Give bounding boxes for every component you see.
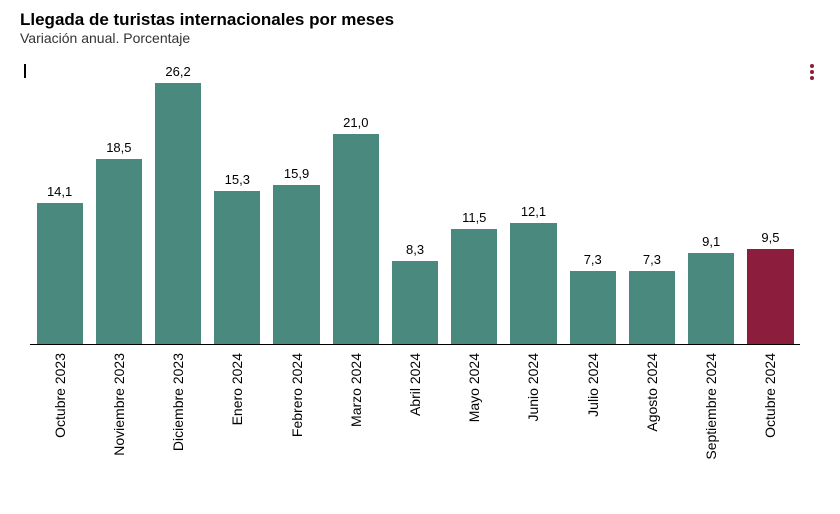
menu-dot-icon [810, 76, 814, 80]
bar-rect [629, 271, 675, 344]
bar-value-label: 26,2 [165, 64, 190, 79]
x-axis-labels: Octubre 2023 Noviembre 2023 Diciembre 2023… [30, 345, 800, 475]
x-axis-label: Enero 2024 [208, 345, 267, 475]
bar: 7,3 [622, 64, 681, 344]
bar-rect [214, 191, 260, 344]
x-axis-label: Mayo 2024 [445, 345, 504, 475]
x-axis-label-text: Diciembre 2023 [170, 353, 186, 451]
x-axis-label: Julio 2024 [563, 345, 622, 475]
x-axis-label-text: Agosto 2024 [644, 353, 660, 432]
bar-rect [688, 253, 734, 344]
bar-rect [451, 229, 497, 344]
x-axis-label-text: Mayo 2024 [466, 353, 482, 422]
bar: 7,3 [563, 64, 622, 344]
x-axis-label-text: Octubre 2024 [762, 353, 778, 438]
bar: 9,1 [682, 64, 741, 344]
bar: 18,5 [89, 64, 148, 344]
menu-dot-icon [810, 70, 814, 74]
x-axis-label: Abril 2024 [385, 345, 444, 475]
bar-value-label: 14,1 [47, 184, 72, 199]
bar-value-label: 7,3 [643, 252, 661, 267]
bar: 15,3 [208, 64, 267, 344]
chart-title: Llegada de turistas internacionales por … [20, 10, 840, 30]
bar-value-label: 9,1 [702, 234, 720, 249]
x-axis-label-text: Marzo 2024 [348, 353, 364, 427]
bar: 26,2 [148, 64, 207, 344]
bar-value-label: 18,5 [106, 140, 131, 155]
x-axis-label-text: Junio 2024 [525, 353, 541, 422]
x-axis-label: Junio 2024 [504, 345, 563, 475]
x-axis-label-text: Octubre 2023 [52, 353, 68, 438]
bar-value-label: 21,0 [343, 115, 368, 130]
bar-value-label: 15,9 [284, 166, 309, 181]
chart-menu-button[interactable] [804, 64, 820, 80]
bar: 11,5 [445, 64, 504, 344]
chart-plot: 14,1 18,5 26,2 15,3 15,9 21,0 8,3 11,5 12,1 7,3 7,… [30, 64, 800, 344]
bar-value-label: 8,3 [406, 242, 424, 257]
x-axis-label-text: Febrero 2024 [289, 353, 305, 437]
x-axis-label: Agosto 2024 [622, 345, 681, 475]
bar-rect [155, 83, 201, 344]
bar-value-label: 7,3 [584, 252, 602, 267]
x-axis-label: Marzo 2024 [326, 345, 385, 475]
chart-area: 14,1 18,5 26,2 15,3 15,9 21,0 8,3 11,5 12,1 7,3 7,… [20, 64, 820, 475]
x-axis-label-text: Abril 2024 [407, 353, 423, 416]
bar-rect [333, 134, 379, 344]
bar: 21,0 [326, 64, 385, 344]
bar-value-label: 11,5 [462, 210, 486, 225]
bar-value-label: 9,5 [761, 230, 779, 245]
x-axis-label-text: Julio 2024 [585, 353, 601, 417]
chart-header: Llegada de turistas internacionales por … [0, 0, 840, 46]
bar: 15,9 [267, 64, 326, 344]
bar-rect [570, 271, 616, 344]
x-axis-label: Diciembre 2023 [148, 345, 207, 475]
x-axis-label: Noviembre 2023 [89, 345, 148, 475]
bar: 9,5 [741, 64, 800, 344]
x-axis-label-text: Noviembre 2023 [111, 353, 127, 456]
bar-value-label: 15,3 [225, 172, 250, 187]
x-axis-label-text: Septiembre 2024 [703, 353, 719, 460]
bar: 14,1 [30, 64, 89, 344]
x-axis-label: Octubre 2024 [741, 345, 800, 475]
bar-value-label: 12,1 [521, 204, 546, 219]
chart-subtitle: Variación anual. Porcentaje [20, 30, 840, 46]
x-axis-label: Febrero 2024 [267, 345, 326, 475]
y-axis-tick [24, 64, 26, 78]
bar-rect [96, 159, 142, 344]
x-axis-label: Septiembre 2024 [682, 345, 741, 475]
bar-rect [747, 249, 793, 344]
x-axis-label: Octubre 2023 [30, 345, 89, 475]
bar: 12,1 [504, 64, 563, 344]
menu-dot-icon [810, 64, 814, 68]
x-axis-label-text: Enero 2024 [229, 353, 245, 425]
bar-rect [510, 223, 556, 344]
bar-rect [392, 261, 438, 344]
bar: 8,3 [385, 64, 444, 344]
bar-rect [273, 185, 319, 344]
bar-rect [37, 203, 83, 344]
